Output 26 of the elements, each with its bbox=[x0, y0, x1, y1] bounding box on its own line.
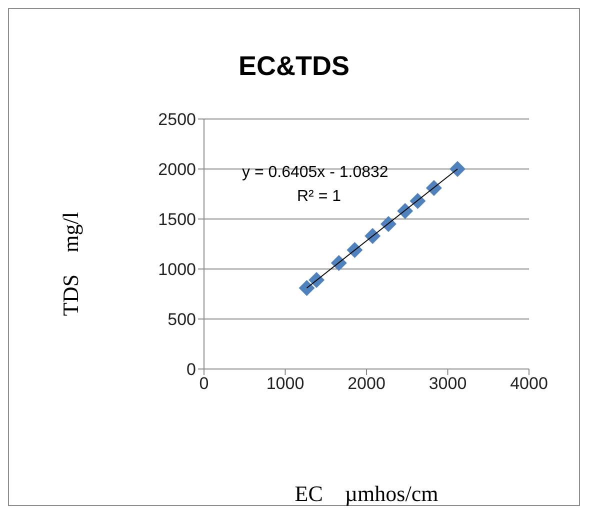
x-tick-label: 0 bbox=[199, 374, 209, 394]
x-tick-label: 4000 bbox=[510, 374, 548, 394]
point bbox=[298, 280, 315, 296]
annotation: R² = 1 bbox=[297, 188, 342, 206]
chart-title: EC&TDS bbox=[237, 51, 350, 82]
point bbox=[308, 272, 325, 288]
x-tick-label: 1000 bbox=[266, 374, 304, 394]
point bbox=[380, 216, 396, 232]
y-tick-label: 1000 bbox=[158, 260, 196, 280]
point bbox=[450, 161, 466, 177]
x-tick-label: 2000 bbox=[348, 374, 386, 394]
y-tick-label: 0 bbox=[186, 360, 196, 380]
point bbox=[426, 180, 442, 196]
point bbox=[364, 228, 381, 244]
x-tick-label: 3000 bbox=[428, 374, 467, 394]
point bbox=[346, 242, 363, 258]
annotation: y = 0.6405x - 1.0832 bbox=[242, 164, 388, 182]
point bbox=[410, 193, 426, 209]
y-tick-label: 1500 bbox=[158, 210, 196, 230]
point bbox=[397, 203, 414, 219]
point bbox=[330, 255, 347, 271]
y-axis-title: TDS mg/l bbox=[58, 212, 84, 316]
y-tick-label: 2000 bbox=[158, 160, 196, 180]
x-axis-title: EC µmhos/cm bbox=[294, 481, 440, 507]
y-tick-label: 500 bbox=[168, 310, 196, 330]
y-tick-label: 2500 bbox=[158, 110, 196, 130]
